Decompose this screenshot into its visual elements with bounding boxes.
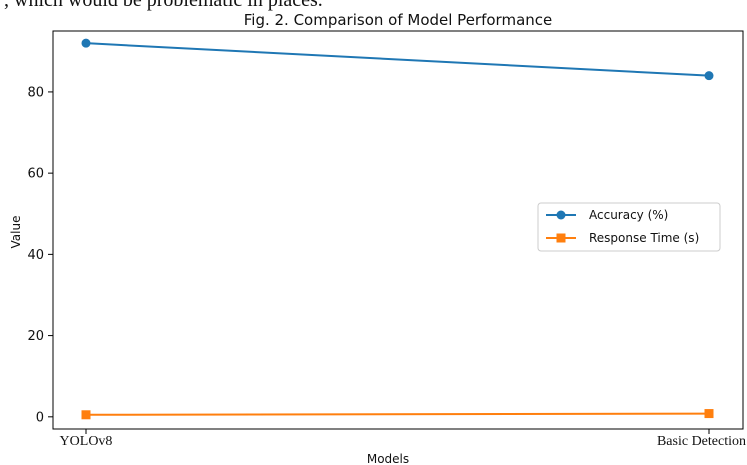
y-axis-ticks: 0 20 40 60 80 [27, 85, 53, 425]
chart-title: Fig. 2. Comparison of Model Performance [244, 11, 553, 29]
legend-response-time-label: Response Time (s) [589, 231, 699, 245]
y-tick-label: 80 [27, 85, 44, 100]
x-tick-label: Basic Detection [657, 434, 746, 449]
accuracy-series-line [85, 42, 710, 77]
series-layer [81, 38, 714, 420]
x-axis-ticks: YOLOv8 Basic Detection [60, 429, 746, 449]
y-tick-label: 40 [27, 248, 44, 263]
legend: Accuracy (%) Response Time (s) [537, 202, 721, 252]
x-tick-label: YOLOv8 [60, 434, 113, 449]
legend-box [537, 202, 721, 252]
accuracy-point-2 [704, 71, 714, 81]
legend-accuracy-marker [556, 210, 566, 220]
y-tick-label: 60 [27, 167, 44, 182]
top-caption-fragment: , which would be problematic in places. [4, 0, 323, 11]
accuracy-point-1 [81, 38, 91, 48]
response-time-point-2 [704, 409, 714, 419]
y-tick-label: 20 [27, 329, 44, 344]
y-axis-label: Value [9, 216, 23, 249]
plot-frame [52, 30, 744, 430]
response-time-point-1 [81, 410, 91, 420]
response-time-series-line [85, 412, 710, 416]
y-tick-label: 0 [36, 410, 44, 425]
legend-accuracy-label: Accuracy (%) [589, 208, 668, 222]
x-axis-label: Models [367, 452, 409, 465]
legend-response-time-marker [556, 233, 566, 243]
